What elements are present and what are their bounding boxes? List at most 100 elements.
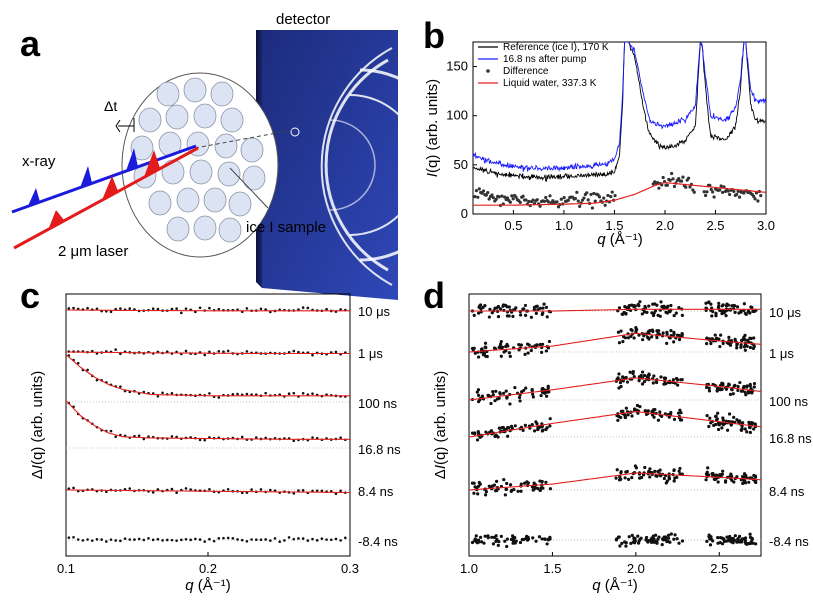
c-data-point [269,488,272,492]
d-trace-label: 16.8 ns [769,431,812,446]
d-data-point [719,387,724,392]
panel-b-frame [472,41,767,215]
c-data-point [114,539,117,542]
c-data-point [170,487,174,491]
d-data-point [614,476,618,480]
d-data-point [704,301,708,305]
c-data-point [325,307,328,311]
b-difference-point [756,199,760,203]
d-data-point [747,420,751,424]
d-data-point [540,537,544,541]
c-data-point [67,536,71,539]
b-difference-point [576,199,580,203]
c-data-point [161,539,164,542]
d-data-point [746,340,751,344]
c-data-point [301,537,305,540]
b-difference-point [494,197,498,201]
b-difference-point [544,195,548,200]
d-data-point [706,466,710,470]
c-data-point [287,536,291,539]
b-difference-point [732,189,736,194]
d-data-point [514,306,518,310]
b-xtick-label: 1.5 [605,218,623,233]
d-data-point [726,428,730,432]
b-difference-point [610,190,614,194]
d-data-point [665,341,669,346]
c-data-point [151,538,155,542]
sample-label: ice I sample [246,219,326,236]
b-legend-entry: Difference [503,66,549,77]
c-data-point [86,306,89,310]
c-data-point [72,486,75,490]
d-data-point [677,469,681,473]
d-data-point [721,537,726,541]
d-data-point [742,384,746,389]
d-data-point [545,542,549,546]
b-difference-point [562,196,566,200]
d-data-point [646,330,650,334]
d-data-point [493,399,497,403]
c-data-point [86,368,89,372]
c-data-point [339,436,342,440]
d-data-point [641,473,646,477]
b-difference-point [752,194,756,198]
d-data-point [704,472,709,476]
b-difference-point [665,183,669,187]
d-data-point [523,303,528,308]
c-data-point [292,439,296,443]
d-data-point [534,539,538,543]
d-data-point [742,472,747,476]
c-data-point [137,434,141,438]
d-data-point [484,430,488,434]
b-difference-point [613,193,617,198]
d-data-point [540,350,544,354]
d-data-point [730,478,734,483]
d-data-point [724,314,728,318]
d-data-point [673,476,677,480]
d-data-point [491,390,495,394]
d-data-point [506,426,510,430]
d-data-point [499,339,503,344]
d-data-point [705,342,709,346]
d-data-point [665,311,670,315]
b-difference-point [578,204,582,208]
d-data-point [721,418,725,422]
c-data-point [175,539,178,542]
d-data-point [739,309,743,313]
c-data-point [287,392,291,396]
b-difference-point [548,194,552,198]
b-ytick-label: 50 [454,157,468,172]
d-data-point [502,391,506,395]
c-data-point [334,350,338,354]
d-data-point [548,424,552,428]
d-data-point [505,537,509,541]
d-data-point [525,480,529,484]
c-data-point [170,435,174,438]
d-data-point [722,311,726,315]
d-data-point [664,538,668,542]
c-data-point [245,350,249,353]
d-data-point [495,537,499,541]
c-trace-label: -8.4 ns [358,534,398,549]
d-data-point [718,536,723,540]
d-data-point [743,390,747,395]
c-data-point [100,538,103,541]
d-data-point [662,376,667,380]
d-data-point [502,308,506,313]
d-data-point [661,331,665,335]
b-difference-point [477,187,481,191]
c-data-point [208,392,211,395]
d-data-point [480,394,485,398]
c-data-point [292,349,296,353]
d-data-point [640,382,645,386]
c-data-point [236,538,239,541]
c-data-point [208,350,211,354]
d-data-point [656,418,661,422]
c-data-point [119,352,122,356]
c-data-point [250,538,253,541]
d-data-point [499,534,503,538]
b-difference-point [728,192,732,197]
c-data-point [254,436,258,439]
d-data-point [547,339,552,344]
d-data-point [652,374,656,378]
